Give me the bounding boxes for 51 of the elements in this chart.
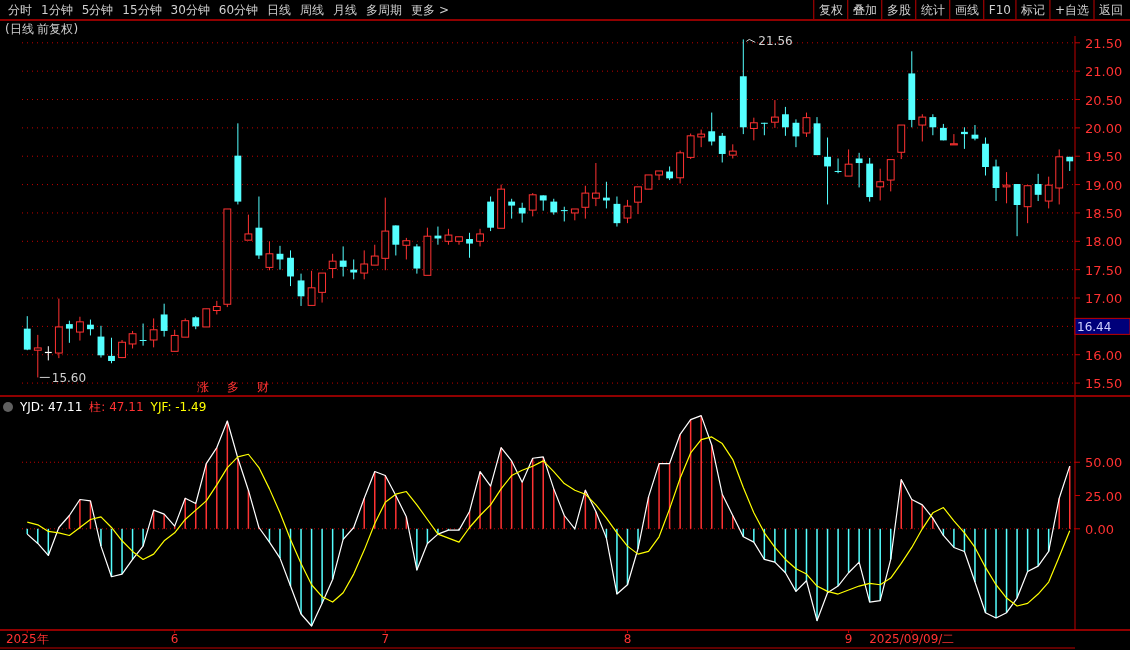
annotation: 涨 (197, 380, 209, 394)
text: 周线 (300, 3, 325, 17)
y-tick-label: 17.00 (1085, 291, 1123, 307)
text: 15分钟 (122, 3, 162, 17)
annotation: 21.56 (758, 34, 793, 49)
y-tick-label: 21.50 (1085, 35, 1123, 51)
text: 画线 (954, 3, 979, 17)
y-tick-label: 25.00 (1085, 488, 1123, 504)
text: 日线 (267, 3, 292, 17)
text: 柱: 47.11 (89, 400, 144, 414)
annotation: 多 (227, 380, 239, 394)
y-tick-label: 16.00 (1085, 347, 1123, 363)
y-tick-label: 18.50 (1085, 205, 1123, 221)
text: 复权 (818, 3, 843, 17)
y-tick-label: 20.00 (1085, 120, 1123, 136)
annotation: 15.60 (51, 371, 87, 386)
text: 分时 (8, 3, 32, 17)
y-tick-label: 20.50 (1085, 92, 1123, 108)
text: 多股 (886, 3, 911, 17)
chart-title: (日线 前复权) (5, 22, 79, 36)
annotation: 财 (257, 380, 269, 394)
text: 5分钟 (81, 3, 114, 17)
x-tick-label: 7 (381, 632, 390, 646)
x-tick-label: 2025年 (5, 632, 49, 646)
y-tick-label: 17.50 (1085, 262, 1123, 278)
text: 多周期 (366, 3, 403, 17)
text: YJF: -1.49 (149, 400, 207, 414)
x-tick-label: 6 (170, 632, 179, 646)
y-tick-label: 19.50 (1085, 149, 1123, 165)
text: F10 (988, 3, 1011, 17)
text: YJD: 47.11 (19, 400, 83, 414)
y-tick-label: 19.00 (1085, 177, 1123, 193)
text: 1分钟 (41, 3, 73, 17)
text: 统计 (920, 3, 945, 17)
text: 月线 (333, 3, 358, 17)
y-tick-label: 21.00 (1085, 64, 1123, 80)
text: 叠加 (852, 3, 877, 17)
text: 30分钟 (170, 3, 210, 17)
text: 16.44 (1077, 320, 1112, 335)
text: 返回 (1099, 3, 1123, 17)
text: 更多 > (411, 3, 449, 17)
text: 标记 (1019, 3, 1045, 17)
y-tick-label: 15.50 (1085, 376, 1123, 392)
x-tick-label: 2025/09/09/二 (869, 632, 955, 646)
y-tick-label: 0.00 (1085, 521, 1114, 537)
y-tick-label: 50.00 (1085, 455, 1123, 471)
text: +自选 (1054, 3, 1089, 17)
x-tick-label: 8 (623, 632, 632, 646)
text: 60分钟 (218, 3, 259, 17)
y-tick-label: 18.00 (1085, 234, 1123, 250)
x-tick-label: 9 (844, 632, 853, 646)
